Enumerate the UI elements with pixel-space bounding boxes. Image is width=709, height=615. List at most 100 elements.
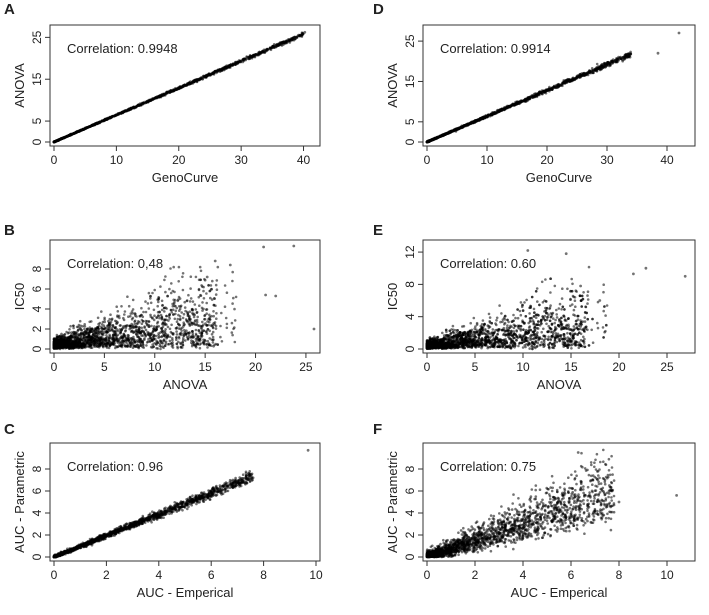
data-point: [143, 331, 146, 334]
correlation-annotation: Correlation: 0,48: [67, 256, 163, 271]
data-point: [129, 315, 132, 318]
data-point: [294, 37, 297, 40]
data-point: [153, 334, 156, 337]
data-point: [91, 330, 94, 333]
data-point: [108, 322, 111, 325]
data-point: [116, 114, 119, 117]
data-point: [175, 330, 178, 333]
data-point: [205, 292, 208, 295]
data-point: [131, 340, 134, 343]
data-point: [201, 335, 204, 338]
data-point: [135, 329, 138, 332]
y-tick-label: 0: [30, 138, 44, 145]
data-point: [162, 516, 165, 519]
data-point: [140, 314, 143, 317]
data-point: [119, 330, 122, 333]
data-point: [64, 346, 67, 349]
data-point: [100, 330, 103, 333]
data-point: [98, 339, 101, 342]
data-point: [174, 318, 177, 321]
data-point: [198, 501, 201, 504]
data-point: [221, 340, 224, 343]
data-point: [162, 330, 165, 333]
data-point: [170, 324, 173, 327]
data-point: [155, 328, 158, 331]
data-point: [190, 342, 193, 345]
data-point: [130, 343, 133, 346]
data-point: [245, 477, 248, 480]
data-point: [195, 308, 198, 311]
data-point: [212, 339, 215, 342]
data-point: [182, 272, 185, 275]
data-point: [140, 327, 143, 330]
data-point: [206, 346, 209, 349]
data-point: [155, 317, 158, 320]
data-point: [196, 311, 199, 314]
x-tick-label: 10: [110, 153, 124, 167]
data-point: [180, 305, 183, 308]
data-point: [195, 276, 198, 279]
data-point: [189, 300, 192, 303]
data-point: [129, 325, 132, 328]
data-point: [56, 139, 59, 142]
data-point: [84, 340, 87, 343]
data-point: [148, 324, 151, 327]
data-point: [235, 296, 238, 299]
data-point: [111, 115, 114, 118]
data-point: [212, 345, 215, 348]
data-point: [148, 307, 151, 310]
data-point: [106, 118, 109, 121]
data-point: [145, 101, 148, 104]
data-point: [142, 342, 145, 345]
data-point: [108, 340, 111, 343]
data-point: [93, 340, 96, 343]
data-point: [192, 336, 195, 339]
data-point: [198, 296, 201, 299]
x-tick-label: 4: [155, 568, 162, 582]
y-axis-title: ANOVA: [12, 63, 27, 108]
data-point: [232, 63, 235, 66]
data-point: [205, 331, 208, 334]
data-point: [142, 103, 145, 106]
data-point: [219, 70, 222, 73]
data-point: [141, 322, 144, 325]
data-point: [226, 291, 229, 294]
data-point: [196, 316, 199, 319]
data-point: [290, 39, 293, 42]
data-point: [70, 344, 73, 347]
data-point: [121, 344, 124, 347]
data-point: [216, 279, 219, 282]
data-point: [181, 341, 184, 344]
data-point: [140, 307, 143, 310]
data-point: [199, 338, 202, 341]
data-point: [263, 51, 266, 54]
data-point: [271, 46, 274, 49]
data-point: [153, 342, 156, 345]
data-point: [161, 304, 164, 307]
data-point: [226, 327, 229, 330]
data-point: [72, 327, 75, 330]
data-point: [119, 328, 122, 331]
data-point: [53, 141, 56, 144]
data-point: [127, 345, 130, 348]
data-point: [116, 316, 119, 319]
x-axis-title: AUC - Emperical: [137, 585, 234, 600]
data-point: [226, 323, 229, 326]
data-point: [70, 337, 73, 340]
data-point: [169, 90, 172, 93]
data-point: [201, 301, 204, 304]
data-point: [200, 294, 203, 297]
x-tick-label: 30: [234, 153, 248, 167]
data-point: [168, 343, 171, 346]
data-point: [172, 332, 175, 335]
data-point: [189, 310, 192, 313]
data-point: [88, 343, 91, 346]
data-point: [179, 308, 182, 311]
data-point: [214, 321, 217, 324]
data-point: [132, 336, 135, 339]
data-point: [177, 314, 180, 317]
data-point: [92, 333, 95, 336]
data-point: [147, 333, 150, 336]
data-point: [175, 337, 178, 340]
